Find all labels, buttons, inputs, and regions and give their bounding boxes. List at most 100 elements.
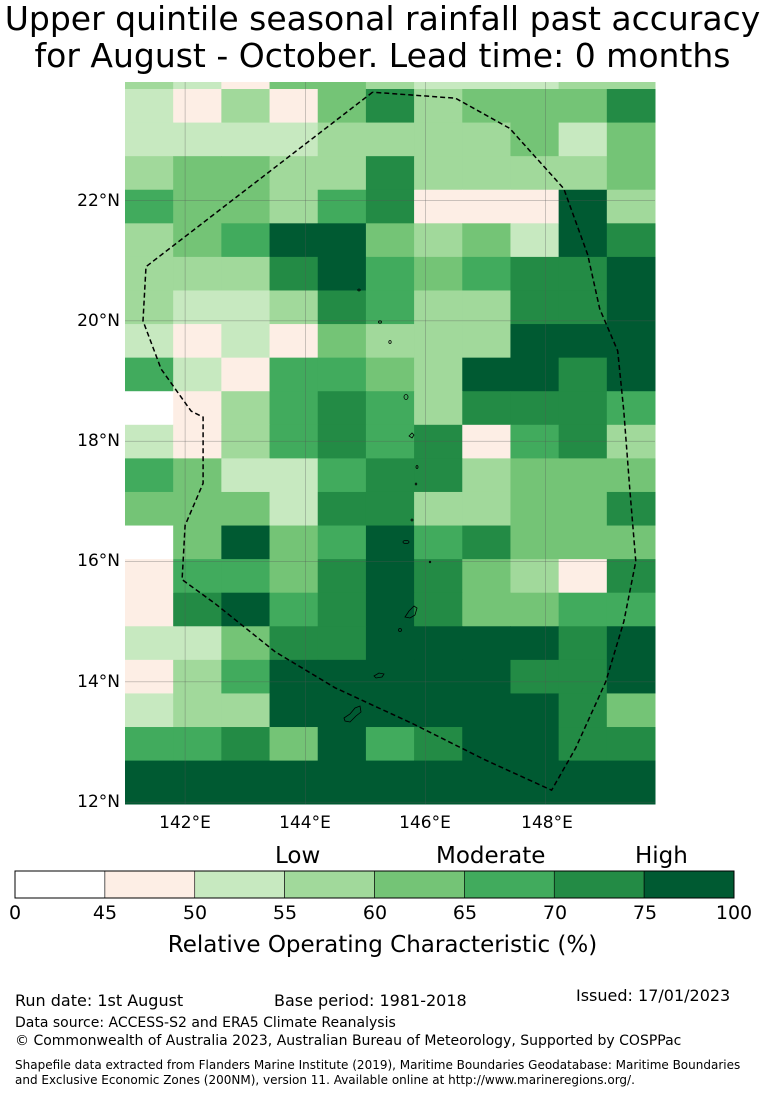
grid-cell: [365, 82, 415, 90]
grid-cell: [125, 626, 174, 661]
grid-cell: [462, 525, 511, 560]
grid-cell: [414, 290, 463, 325]
grid-cell: [510, 89, 560, 124]
grid-cell: [125, 760, 174, 805]
grid-cell: [365, 424, 415, 459]
grid-cell: [365, 223, 415, 258]
grid-cell: [462, 324, 511, 359]
grid-cell: [365, 290, 415, 325]
grid-cell: [365, 659, 415, 694]
grid-cell: [317, 592, 367, 627]
grid-cell: [558, 559, 608, 594]
grid-cell: [173, 659, 222, 694]
grid-cell: [125, 525, 174, 560]
grid-cell: [365, 491, 415, 527]
grid-cell: [414, 156, 463, 191]
grid-cell: [125, 458, 174, 493]
grid-cell: [606, 256, 656, 291]
grid-cell: [221, 727, 271, 762]
grid-cell: [317, 491, 367, 527]
grid-cell: [125, 256, 174, 291]
grid-cell: [462, 82, 511, 90]
colorbar-frame: [14, 870, 735, 899]
grid-cell: [558, 626, 608, 661]
grid-cell: [173, 693, 222, 728]
shapefile-credit: Shapefile data extracted from Flanders M…: [15, 1058, 741, 1072]
grid-cell: [317, 626, 367, 661]
data-source: Data source: ACCESS-S2 and ERA5 Climate …: [15, 1015, 396, 1031]
grid-cell: [365, 324, 415, 359]
lat-label: 14°N: [77, 672, 120, 692]
grid-cell: [317, 659, 367, 694]
grid-cell: [221, 559, 271, 594]
colorbar-segment: [14, 870, 106, 899]
grid-cell: [558, 491, 608, 527]
grid-cell: [606, 659, 656, 694]
lon-label: 144°E: [279, 813, 331, 833]
grid-cell: [221, 491, 271, 527]
grid-cell: [606, 391, 656, 426]
legend-category-low: Low: [275, 843, 321, 869]
grid-cell: [365, 89, 415, 124]
grid-cell: [558, 357, 608, 392]
grid-cell: [365, 626, 415, 661]
grid-cell: [269, 89, 319, 124]
grid-cell: [317, 693, 367, 728]
grid-cell: [558, 156, 608, 191]
grid-cell: [462, 256, 511, 291]
grid-cell: [558, 223, 608, 258]
grid-cell: [125, 89, 174, 124]
grid-cell: [173, 82, 222, 90]
grid-cell: [414, 592, 463, 627]
grid-cell: [317, 391, 367, 426]
grid-cell: [173, 424, 222, 459]
island: [408, 432, 415, 439]
grid-cell: [510, 256, 560, 291]
grid-cell: [558, 458, 608, 493]
base-period: Base period: 1981-2018: [274, 991, 467, 1010]
grid-cell: [221, 189, 271, 224]
grid-cell: [317, 458, 367, 493]
grid-cell: [606, 559, 656, 594]
colorbar-tick: 50: [182, 902, 208, 924]
island: [378, 320, 382, 324]
grid-cell: [606, 760, 656, 805]
grid-cell: [221, 89, 271, 124]
grid-cell: [510, 223, 560, 258]
colorbar-tick: 45: [92, 902, 118, 924]
grid-cell: [414, 626, 463, 661]
island: [415, 465, 419, 469]
grid-cell: [462, 559, 511, 594]
grid-cell: [510, 760, 560, 805]
grid-cell: [558, 256, 608, 291]
grid-cell: [606, 122, 656, 157]
grid-cell: [462, 357, 511, 392]
grid-cell: [269, 122, 319, 157]
grid-cell: [269, 727, 319, 762]
colorbar-segment: [643, 870, 735, 899]
grid-cell: [221, 256, 271, 291]
grid-cell: [269, 525, 319, 560]
island: [388, 340, 392, 344]
grid-cell: [606, 525, 656, 560]
grid-cell: [221, 693, 271, 728]
island: [428, 560, 432, 564]
lon-label: 148°E: [521, 813, 573, 833]
colorbar-tick: 100: [715, 902, 753, 924]
colorbar-tick: 60: [362, 902, 388, 924]
grid-cell: [365, 458, 415, 493]
grid-cell: [365, 592, 415, 627]
grid-cell: [510, 626, 560, 661]
grid-cell: [510, 659, 560, 694]
grid-cell: [173, 256, 222, 291]
grid-cell: [317, 559, 367, 594]
grid-cell: [606, 290, 656, 325]
grid-cell: [606, 223, 656, 258]
grid-cell: [269, 659, 319, 694]
grid-cell: [365, 256, 415, 291]
lon-label: 146°E: [399, 813, 451, 833]
grid-cell: [221, 760, 271, 805]
grid-cell: [269, 424, 319, 459]
grid-cell: [365, 156, 415, 191]
